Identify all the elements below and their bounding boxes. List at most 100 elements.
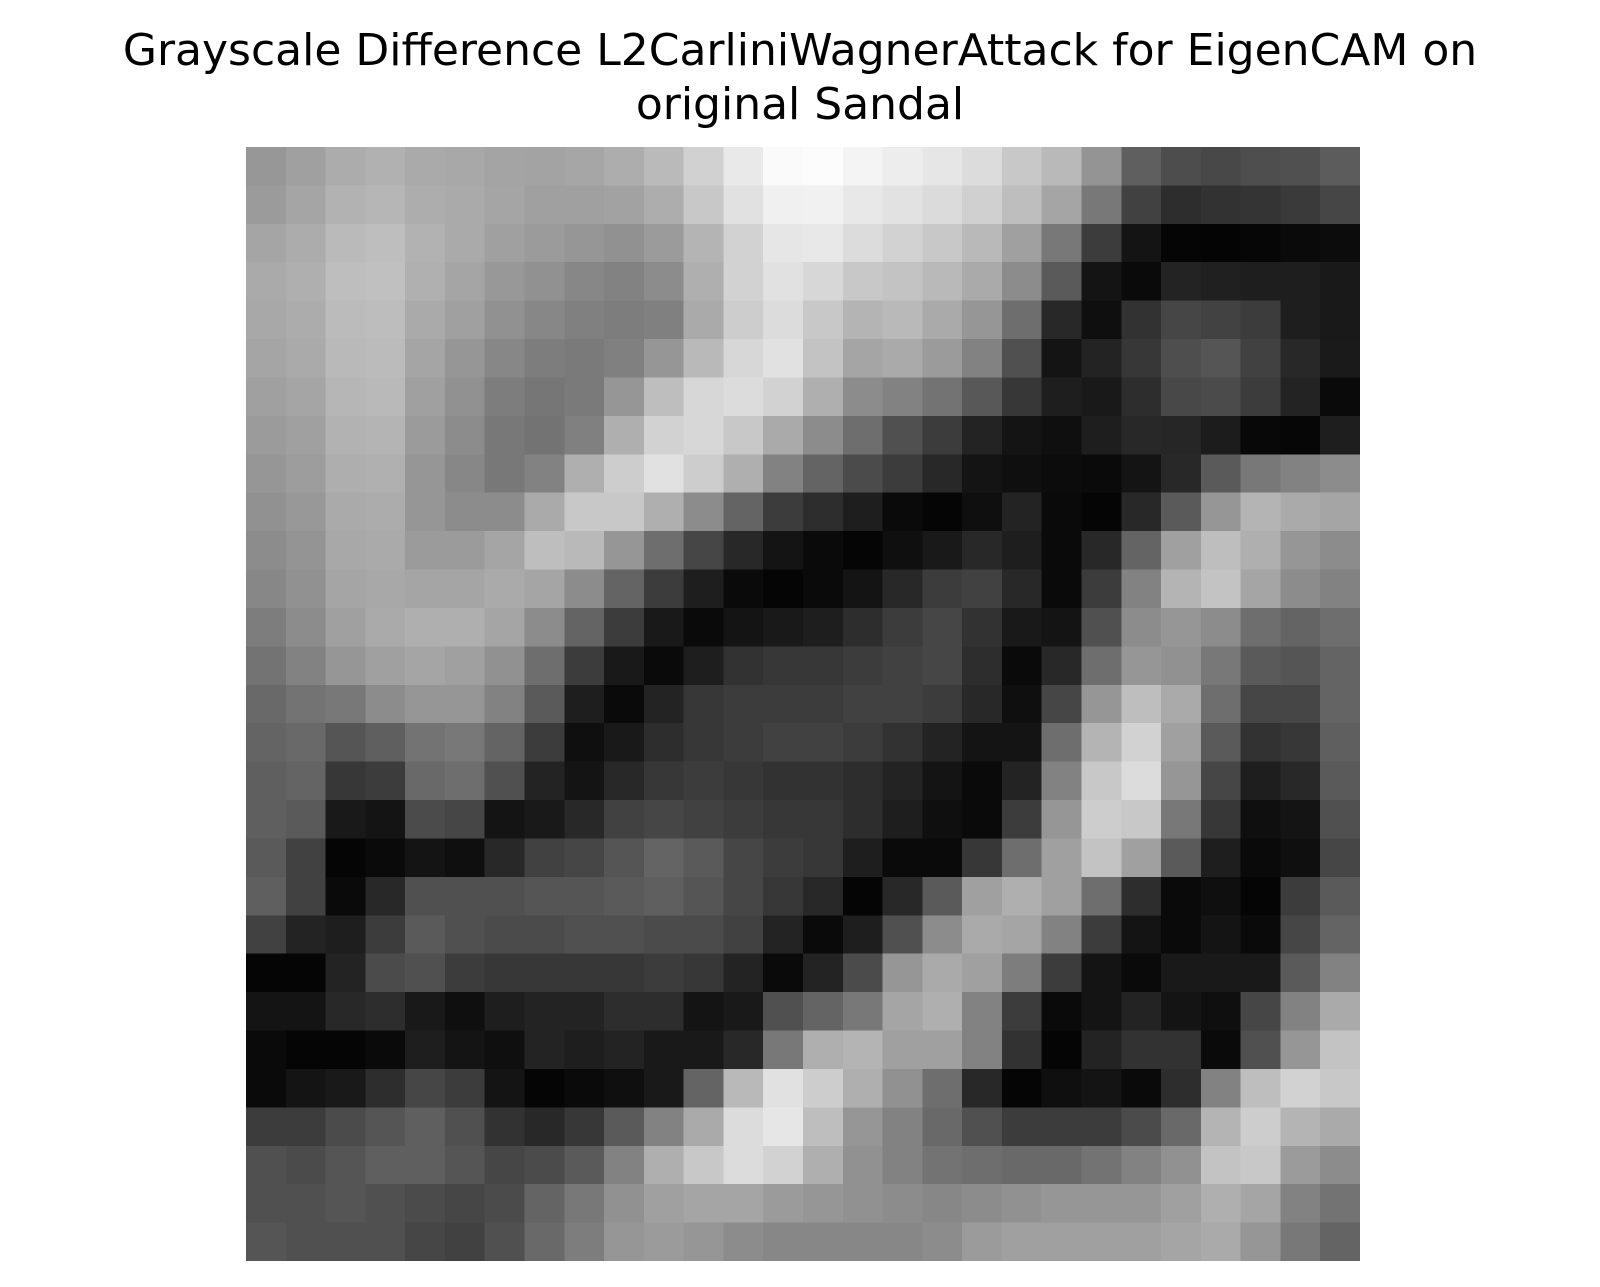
heatmap-cell-r21-c18 [962,953,1003,993]
heatmap-cell-r14-c21 [1081,684,1122,724]
heatmap-cell-r18-c4 [405,838,446,878]
heatmap-cell-r12-c19 [1001,607,1043,647]
heatmap-cell-r12-c23 [1161,607,1202,647]
heatmap-cell-r10-c16 [882,531,923,571]
heatmap-cell-r4-c6 [484,300,525,340]
heatmap-cell-r4-c26 [1280,300,1321,340]
heatmap-cell-r9-c5 [444,492,486,532]
heatmap-cell-r23-c17 [922,1030,963,1070]
heatmap-cell-r0-c22 [1121,147,1162,186]
heatmap-cell-r21-c0 [246,953,287,993]
heatmap-cell-r17-c8 [564,800,605,839]
heatmap-cell-r16-c18 [962,761,1003,801]
heatmap-cell-r18-c6 [484,838,525,878]
heatmap-cell-r9-c4 [405,492,446,532]
heatmap-cell-r24-c26 [1280,1068,1321,1108]
heatmap-cell-r1-c2 [325,185,366,225]
heatmap-cell-r14-c10 [643,684,685,724]
heatmap-cell-r10-c8 [564,531,605,571]
heatmap-cell-r0-c2 [325,147,366,186]
heatmap-cell-r19-c3 [365,876,406,916]
heatmap-cell-r8-c20 [1041,454,1082,494]
heatmap-cell-r23-c15 [842,1030,884,1070]
heatmap-cell-r6-c18 [962,377,1003,417]
heatmap-cell-r4-c25 [1240,300,1281,340]
heatmap-cell-r10-c6 [484,531,525,571]
heatmap-cell-r6-c19 [1001,377,1043,417]
heatmap-cell-r6-c8 [564,377,605,417]
heatmap-cell-r5-c22 [1121,339,1162,378]
heatmap-cell-r5-c24 [1200,339,1242,378]
heatmap-cell-r2-c24 [1200,223,1242,263]
heatmap-cell-r18-c8 [564,838,605,878]
heatmap-cell-r21-c8 [564,953,605,993]
heatmap-cell-r21-c24 [1200,953,1242,993]
heatmap-cell-r1-c8 [564,185,605,225]
heatmap-cell-r0-c20 [1041,147,1082,186]
heatmap-cell-r21-c9 [604,953,645,993]
heatmap-cell-r15-c0 [246,723,287,763]
heatmap-cell-r27-c24 [1200,1184,1242,1224]
heatmap-cell-r11-c16 [882,569,923,609]
heatmap-cell-r18-c3 [365,838,406,878]
heatmap-cell-r8-c18 [962,454,1003,494]
heatmap-cell-r24-c18 [962,1068,1003,1108]
heatmap-cell-r1-c21 [1081,185,1122,225]
heatmap-cell-r3-c24 [1200,262,1242,302]
heatmap-cell-r3-c10 [643,262,685,302]
heatmap-cell-r3-c18 [962,262,1003,302]
heatmap-cell-r11-c8 [564,569,605,609]
heatmap-cell-r0-c4 [405,147,446,186]
heatmap-cell-r15-c8 [564,723,605,763]
heatmap-cell-r20-c26 [1280,915,1321,955]
heatmap-cell-r13-c0 [246,646,287,686]
heatmap-cell-r13-c19 [1001,646,1043,686]
heatmap-cell-r7-c24 [1200,415,1242,455]
heatmap-cell-r12-c13 [763,607,804,647]
heatmap-cell-r19-c10 [643,876,685,916]
heatmap-cell-r6-c9 [604,377,645,417]
heatmap-cell-r21-c13 [763,953,804,993]
heatmap-cell-r5-c27 [1320,339,1360,378]
heatmap-cell-r2-c21 [1081,223,1122,263]
heatmap-cell-r13-c21 [1081,646,1122,686]
heatmap-cell-r12-c12 [723,607,764,647]
heatmap-cell-r17-c26 [1280,800,1321,839]
heatmap-cell-r21-c14 [803,953,844,993]
heatmap-cell-r27-c27 [1320,1184,1360,1224]
heatmap-cell-r6-c10 [643,377,685,417]
heatmap-cell-r9-c3 [365,492,406,532]
heatmap-cell-r18-c21 [1081,838,1122,878]
heatmap-cell-r7-c22 [1121,415,1162,455]
heatmap-cell-r21-c19 [1001,953,1043,993]
heatmap-cell-r0-c5 [444,147,486,186]
heatmap-cell-r25-c27 [1320,1107,1360,1147]
heatmap-cell-r23-c1 [285,1030,327,1070]
heatmap-cell-r6-c1 [285,377,327,417]
heatmap-cell-r15-c13 [763,723,804,763]
heatmap-cell-r21-c22 [1121,953,1162,993]
heatmap-cell-r4-c21 [1081,300,1122,340]
heatmap-cell-r12-c14 [803,607,844,647]
heatmap-cell-r16-c24 [1200,761,1242,801]
heatmap-cell-r13-c17 [922,646,963,686]
heatmap-cell-r11-c5 [444,569,486,609]
heatmap-cell-r19-c23 [1161,876,1202,916]
heatmap-cell-r19-c17 [922,876,963,916]
heatmap-cell-r26-c8 [564,1145,605,1185]
heatmap-cell-r19-c7 [524,876,565,916]
heatmap-cell-r6-c11 [683,377,724,417]
heatmap-cell-r15-c4 [405,723,446,763]
heatmap-cell-r23-c14 [803,1030,844,1070]
heatmap-cell-r25-c23 [1161,1107,1202,1147]
heatmap-cell-r25-c6 [484,1107,525,1147]
heatmap-cell-r13-c5 [444,646,486,686]
heatmap-cell-r17-c16 [882,800,923,839]
heatmap-cell-r7-c10 [643,415,685,455]
heatmap-cell-r9-c26 [1280,492,1321,532]
heatmap-cell-r9-c2 [325,492,366,532]
heatmap-cell-r20-c8 [564,915,605,955]
heatmap-cell-r27-c17 [922,1184,963,1224]
heatmap-cell-r21-c4 [405,953,446,993]
heatmap-cell-r1-c23 [1161,185,1202,225]
